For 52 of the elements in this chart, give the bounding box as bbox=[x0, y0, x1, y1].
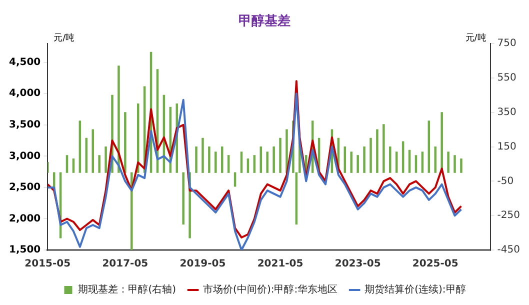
y-tick-label: 4,000 bbox=[8, 88, 41, 100]
bar bbox=[454, 155, 456, 173]
bar bbox=[279, 138, 282, 173]
bar bbox=[104, 146, 107, 173]
bar bbox=[356, 155, 359, 173]
y-axis-title: 元/吨 bbox=[54, 32, 75, 44]
chart-title: 甲醇基差 bbox=[238, 13, 290, 30]
y2-tick-label: -450 bbox=[497, 244, 520, 256]
bar bbox=[182, 172, 184, 225]
x-tick-label: 2015-05 bbox=[24, 258, 71, 270]
bar bbox=[124, 112, 126, 173]
legend-label: 期现基差：甲醇(右轴) bbox=[78, 284, 176, 296]
bar bbox=[460, 158, 462, 173]
bar bbox=[370, 138, 372, 173]
y2-tick-label: 550 bbox=[497, 72, 516, 84]
bar bbox=[350, 152, 352, 173]
bar bbox=[272, 146, 275, 173]
y-tick-label: 3,500 bbox=[8, 120, 41, 131]
bar bbox=[214, 152, 217, 173]
bar bbox=[202, 138, 204, 173]
bar bbox=[98, 155, 100, 173]
y2-tick-label: 350 bbox=[497, 106, 516, 118]
bar bbox=[195, 146, 198, 173]
legend-label: 期货结算价(连续):甲醇 bbox=[364, 284, 466, 296]
y-tick-label: 2,500 bbox=[8, 182, 41, 194]
bar bbox=[130, 172, 133, 250]
y-tick-label: 2,000 bbox=[8, 213, 41, 224]
bar bbox=[363, 146, 366, 173]
x-tick-label: 2021-05 bbox=[257, 258, 304, 270]
legend-label: 市场价(中间价):甲醇:华东地区 bbox=[203, 284, 338, 296]
y2-axis-title: 元/吨 bbox=[465, 32, 486, 44]
bar bbox=[447, 152, 450, 173]
y2-tick-label: 750 bbox=[497, 38, 516, 50]
bar bbox=[389, 146, 392, 173]
x-tick-label: 2023-05 bbox=[334, 258, 381, 270]
x-tick-label: 2025-05 bbox=[412, 258, 458, 270]
y2-tick-label: -50 bbox=[497, 176, 514, 187]
y2-tick-label: 150 bbox=[497, 141, 516, 152]
y-tick-label: 1,500 bbox=[8, 244, 41, 256]
x-tick-label: 2019-05 bbox=[180, 258, 226, 270]
x-tick-label: 2017-05 bbox=[102, 258, 148, 270]
y-tick-label: 3,000 bbox=[8, 150, 41, 162]
bar bbox=[376, 129, 378, 173]
bar bbox=[382, 124, 385, 173]
bar bbox=[266, 152, 268, 173]
y2-tick-label: -250 bbox=[497, 210, 520, 222]
bar bbox=[208, 146, 210, 173]
bar bbox=[118, 66, 120, 173]
bar bbox=[286, 129, 288, 173]
bar bbox=[434, 146, 437, 173]
bar bbox=[92, 129, 94, 173]
y-tick-label: 4,500 bbox=[8, 56, 41, 68]
